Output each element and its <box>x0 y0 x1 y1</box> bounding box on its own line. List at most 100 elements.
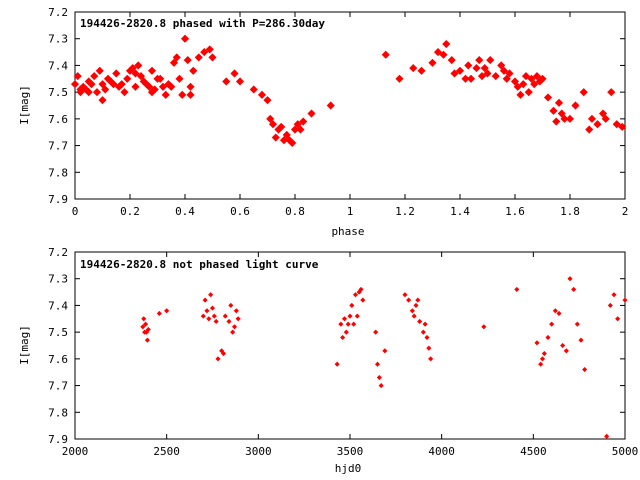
data-point <box>282 130 291 139</box>
data-point <box>76 88 85 97</box>
data-point <box>571 101 580 110</box>
data-point <box>87 80 96 89</box>
data-point <box>612 120 621 129</box>
x-tick-label: 0.4 <box>175 205 195 218</box>
data-point <box>382 348 388 354</box>
data-point <box>226 318 232 325</box>
data-point <box>343 329 349 335</box>
x-tick-label: 5000 <box>612 445 639 458</box>
data-point <box>538 361 544 367</box>
data-point <box>360 297 366 303</box>
data-point <box>233 308 239 314</box>
y-tick-label: 7.8 <box>48 166 68 179</box>
x-tick-label: 1.6 <box>505 205 525 218</box>
data-point <box>557 109 566 118</box>
data-point <box>505 69 514 78</box>
data-point <box>90 72 99 81</box>
data-point <box>131 82 140 91</box>
x-tick-label: 3500 <box>337 445 364 458</box>
data-point <box>607 88 616 97</box>
data-point <box>409 308 415 314</box>
data-point <box>136 72 146 81</box>
data-point <box>486 56 495 65</box>
data-point <box>538 74 547 83</box>
data-point <box>604 433 610 439</box>
data-point <box>481 324 487 330</box>
data-point <box>574 321 580 327</box>
data-point <box>266 114 275 123</box>
data-point <box>483 69 492 78</box>
x-tick-label: 3000 <box>245 445 272 458</box>
data-point <box>109 80 118 89</box>
data-point <box>230 329 236 335</box>
data-point <box>334 361 340 367</box>
data-point <box>186 90 195 99</box>
y-tick-label: 7.5 <box>48 86 68 99</box>
data-point <box>519 80 528 89</box>
data-point <box>556 310 562 317</box>
data-point <box>447 56 456 65</box>
data-point <box>510 77 520 86</box>
data-point <box>95 66 104 75</box>
y-tick-label: 7.2 <box>48 246 68 259</box>
y-tick-label: 7.3 <box>48 33 68 46</box>
x-tick-label: 0.8 <box>285 205 305 218</box>
data-point <box>178 90 187 99</box>
data-point <box>202 297 208 303</box>
data-point <box>541 350 547 357</box>
data-point <box>183 56 192 65</box>
data-point <box>521 72 531 81</box>
data-point <box>530 80 539 89</box>
x-tick-label: 4000 <box>428 445 455 458</box>
data-point <box>374 361 381 367</box>
data-point <box>524 88 533 97</box>
data-point <box>288 138 297 147</box>
data-point <box>189 66 198 75</box>
x-tick-label: 1.2 <box>395 205 415 218</box>
chart-title: 194426-2820.8 not phased light curve <box>80 258 319 271</box>
data-point <box>532 72 542 81</box>
data-point <box>513 82 522 91</box>
data-point <box>205 45 214 54</box>
data-point <box>98 80 107 89</box>
data-point <box>293 120 302 129</box>
x-tick-label: 1.4 <box>450 205 470 218</box>
data-point <box>439 50 448 59</box>
data-point <box>593 120 602 129</box>
y-tick-label: 7.9 <box>48 433 68 446</box>
data-point <box>409 64 418 73</box>
data-point <box>117 80 126 89</box>
data-point <box>545 334 551 341</box>
data-point <box>622 297 628 303</box>
data-point <box>145 326 151 333</box>
data-point <box>209 305 216 311</box>
data-point <box>186 82 195 91</box>
data-point <box>560 342 566 349</box>
data-point <box>527 74 536 83</box>
plot-frame <box>74 11 626 200</box>
data-point <box>158 82 168 91</box>
data-point <box>175 74 184 83</box>
data-point <box>169 58 179 67</box>
data-point <box>144 337 150 343</box>
data-point <box>358 286 364 292</box>
data-point <box>455 66 465 75</box>
data-point <box>200 48 209 57</box>
data-point <box>480 64 489 73</box>
data-point <box>406 297 412 303</box>
data-point <box>413 302 419 308</box>
unphased-light-curve-panel: 2000 2500 3000 3500 4000 4500 5000 7.2 7.3 7.4 7.5… <box>18 246 638 475</box>
data-point <box>579 88 588 97</box>
data-point <box>351 321 357 327</box>
data-point <box>428 356 434 362</box>
data-point <box>213 318 219 325</box>
data-point <box>123 74 132 83</box>
data-point <box>502 74 511 83</box>
data-point <box>497 61 506 70</box>
data-point <box>131 69 140 78</box>
data-point <box>307 109 316 118</box>
y-tick-label: 7.6 <box>48 353 68 366</box>
data-point <box>101 85 110 94</box>
data-point <box>299 117 308 126</box>
data-point <box>206 316 212 322</box>
